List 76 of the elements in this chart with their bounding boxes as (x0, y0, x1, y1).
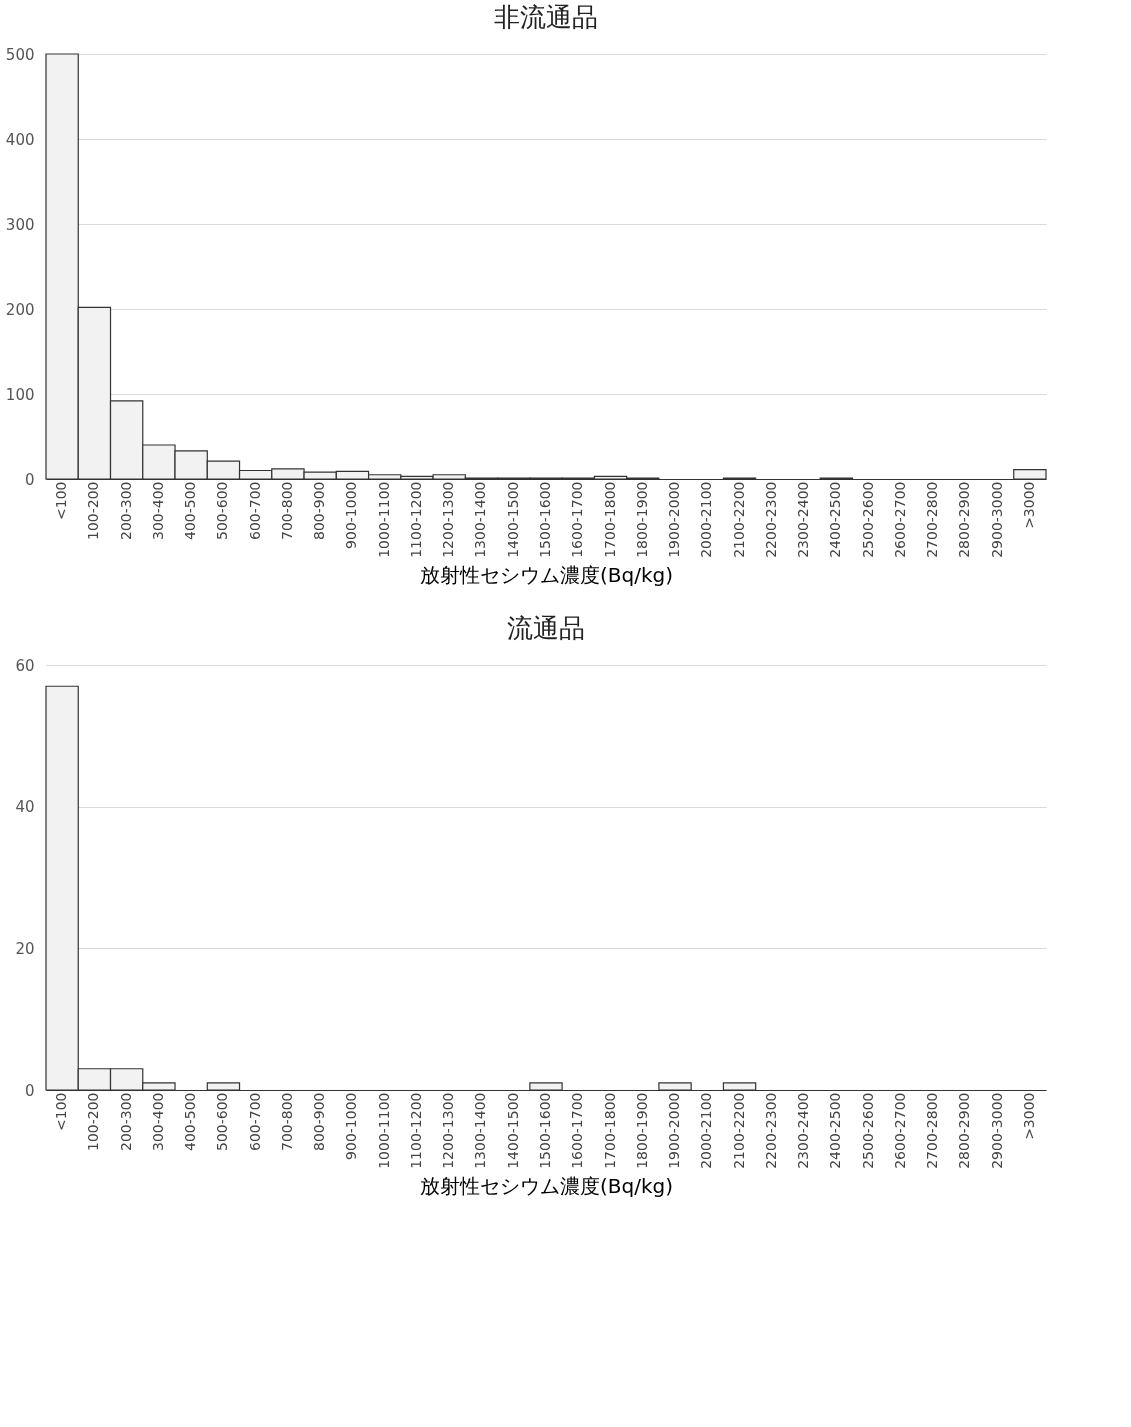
x-tick-label: 100-200 (85, 481, 102, 540)
y-tick-label: 0 (24, 1081, 35, 1100)
x-tick-label: 1500-1600 (537, 1092, 553, 1169)
x-tick-label: 200-300 (117, 481, 134, 540)
x-tick-label: 500-600 (214, 1092, 231, 1151)
chart-title: 流通品 (507, 613, 585, 643)
x-tick-label: 2700-2800 (924, 481, 941, 558)
x-tick-label: 700-800 (278, 1092, 295, 1151)
x-tick-label: 2200-2300 (762, 1092, 779, 1169)
x-tick-label: 2700-2800 (924, 1092, 941, 1169)
x-tick-label: 2800-2900 (956, 1092, 973, 1169)
x-tick-label: 200-300 (117, 1092, 134, 1151)
x-tick-label: 2000-2100 (698, 1092, 715, 1169)
x-tick-label: 400-500 (182, 481, 199, 540)
x-tick-label: >3000 (1020, 481, 1037, 529)
x-tick-label: 1700-1800 (601, 1092, 618, 1169)
x-axis-title: 放射性セシウム濃度(Bq/kg) (419, 1173, 674, 1198)
x-tick-label: 1200-1300 (440, 481, 457, 558)
x-tick-label: 1300-1400 (472, 1092, 489, 1169)
y-tick-label: 60 (15, 656, 35, 675)
x-tick-label: 1900-2000 (666, 1092, 683, 1169)
x-tick-label: 600-700 (246, 481, 263, 540)
x-tick-label: 2300-2400 (795, 481, 812, 558)
x-tick-label: 400-500 (182, 1092, 199, 1151)
x-tick-label: 2200-2300 (762, 481, 779, 558)
x-tick-label: 2500-2600 (859, 1092, 876, 1169)
y-tick-label: 40 (15, 798, 35, 817)
x-axis-title: 放射性セシウム濃度(Bq/kg) (419, 562, 674, 587)
x-tick-label: 500-600 (214, 481, 231, 540)
x-tick-label: 1300-1400 (472, 481, 489, 558)
x-tick-label: 1100-1200 (407, 481, 424, 558)
x-tick-label: 900-1000 (343, 481, 360, 549)
x-tick-label: 1000-1100 (375, 481, 392, 558)
y-tick-label: 200 (5, 300, 35, 319)
x-tick-label: 300-400 (149, 1092, 166, 1151)
x-tick-label: <100 (53, 1092, 70, 1131)
x-tick-label: 1600-1700 (569, 481, 586, 558)
x-tick-label: 2400-2500 (827, 481, 844, 558)
x-tick-label: 1900-2000 (666, 481, 683, 558)
x-tick-label: 1200-1300 (440, 1092, 457, 1169)
x-tick-label: 1500-1600 (537, 481, 553, 558)
x-tick-label: 2000-2100 (698, 481, 715, 558)
x-tick-label: 1800-1900 (633, 1092, 650, 1169)
y-tick-label: 20 (15, 939, 35, 958)
x-tick-label: 800-900 (311, 1092, 328, 1151)
x-tick-label: 2100-2200 (730, 481, 747, 558)
x-tick-label: 1400-1500 (504, 1092, 521, 1169)
x-tick-label: 1400-1500 (504, 481, 521, 558)
y-tick-label: 100 (5, 385, 35, 404)
x-tick-label: 2600-2700 (891, 1092, 908, 1169)
x-tick-label: 700-800 (278, 481, 295, 540)
x-tick-label: 2900-3000 (988, 1092, 1005, 1169)
x-tick-label: 1100-1200 (407, 1092, 424, 1169)
x-tick-label: 600-700 (246, 1092, 263, 1151)
x-tick-label: 800-900 (311, 481, 328, 540)
x-tick-label: 900-1000 (343, 1092, 360, 1160)
x-tick-label: >3000 (1020, 1092, 1037, 1140)
x-tick-label: 300-400 (149, 481, 166, 540)
y-tick-label: 500 (5, 45, 35, 64)
x-tick-label: 2400-2500 (827, 1092, 844, 1169)
y-tick-label: 400 (5, 130, 35, 149)
y-tick-label: 0 (24, 470, 35, 489)
x-tick-label: 1700-1800 (601, 481, 618, 558)
x-tick-label: 2500-2600 (859, 481, 876, 558)
x-tick-label: 2900-3000 (988, 481, 1005, 558)
x-tick-label: 1600-1700 (569, 1092, 586, 1169)
x-tick-label: 2100-2200 (730, 1092, 747, 1169)
chart-title: 非流通品 (494, 2, 598, 32)
x-tick-label: 100-200 (85, 1092, 102, 1151)
y-tick-label: 300 (5, 215, 35, 234)
x-tick-label: 2600-2700 (891, 481, 908, 558)
x-tick-label: 1800-1900 (633, 481, 650, 558)
x-tick-label: 1000-1100 (375, 1092, 392, 1169)
x-tick-label: 2300-2400 (795, 1092, 812, 1169)
x-tick-label: <100 (53, 481, 70, 520)
x-tick-label: 2800-2900 (956, 481, 973, 558)
